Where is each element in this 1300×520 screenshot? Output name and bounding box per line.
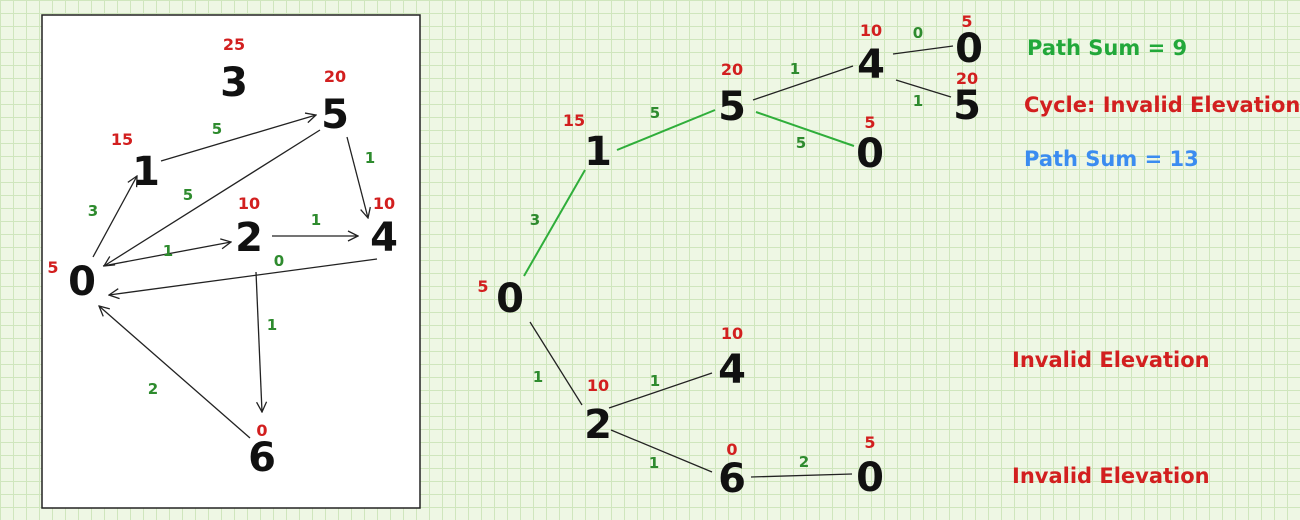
- graph-edge-weight-5-4: 1: [365, 149, 375, 167]
- graph-node-3: 3: [220, 60, 248, 106]
- graph-node-elevation-3: 25: [223, 35, 245, 54]
- tree-edge-t5-t0b: [755, 111, 855, 147]
- tree-edge-t4a-t0a: [892, 45, 954, 55]
- tree-node-elevation-t6: 0: [726, 440, 737, 459]
- graph-edge-5-4: [346, 136, 368, 218]
- graph-node-elevation-2: 10: [238, 194, 260, 213]
- graph-edge-weight-4-0: 0: [274, 252, 284, 270]
- graph-edge-weight-2-4: 1: [311, 211, 321, 229]
- tree-edge-t4a-t5b: [895, 79, 952, 98]
- tree-node-t4a: 4: [857, 42, 885, 88]
- path-sum-blue-note: Path Sum = 13: [1024, 147, 1199, 171]
- tree-edge-t1-t5: [616, 109, 716, 151]
- graph-edge-weight-2-6: 1: [267, 316, 277, 334]
- tree-node-elevation-t1: 15: [563, 111, 585, 130]
- tree-node-elevation-t0c: 5: [864, 433, 875, 452]
- cycle-invalid-note: Cycle: Invalid Elevation: [1024, 93, 1300, 117]
- graph-edge-weight-0-1: 3: [88, 202, 98, 220]
- tree-edge-weight-t5-t4a: 1: [790, 60, 800, 78]
- tree-node-t0: 0: [496, 276, 524, 322]
- graph-node-elevation-1: 15: [111, 130, 133, 149]
- graph-node-elevation-6: 0: [256, 421, 267, 440]
- tree-node-elevation-t4c: 10: [721, 324, 743, 343]
- path-sum-green-note: Path Sum = 9: [1027, 36, 1187, 60]
- tree-edge-t6-t0c: [750, 473, 853, 478]
- graph-edge-4-0: [109, 258, 378, 295]
- graph-edge-6-0: [99, 306, 251, 439]
- graph-edge-weight-0-2: 1: [163, 242, 173, 260]
- tree-edge-weight-t4a-t5b: 1: [913, 92, 923, 110]
- annotations: Path Sum = 9 Cycle: Invalid Elevation Pa…: [1012, 36, 1300, 488]
- invalid-elevation-note-top: Invalid Elevation: [1012, 348, 1210, 372]
- tree-edge-weight-t4a-t0a: 0: [913, 24, 923, 42]
- tree-edge-weight-t0-t1: 3: [530, 211, 540, 229]
- graph-edge-weight-5-0: 5: [183, 186, 193, 204]
- graph-node-elevation-0: 5: [47, 258, 58, 277]
- tree-node-elevation-t5b: 20: [956, 69, 978, 88]
- tree-edge-weight-t5-t0b: 5: [796, 134, 806, 152]
- graph-node-elevation-5: 20: [324, 67, 346, 86]
- tree-node-elevation-t0: 5: [477, 277, 488, 296]
- graph-node-elevation-4: 10: [373, 194, 395, 213]
- tree-edge-weight-t2-t6: 1: [649, 454, 659, 472]
- tree-edge-t5-t4a: [752, 65, 854, 101]
- tree-node-elevation-t0b: 5: [864, 113, 875, 132]
- graph-edge-5-0: [104, 129, 321, 266]
- tree-node-t6: 6: [718, 456, 746, 502]
- graph-node-6: 6: [248, 435, 276, 481]
- tree-edge-t0-t2: [529, 321, 583, 406]
- graph-edge-2-6: [255, 271, 262, 412]
- tree-node-t5b: 5: [953, 83, 981, 129]
- graph-edge-weight-6-0: 2: [148, 380, 158, 398]
- graph-node-4: 4: [370, 215, 398, 261]
- tree-edge-weight-t6-t0c: 2: [799, 453, 809, 471]
- graph-node-1: 1: [132, 149, 160, 195]
- tree-node-t0c: 0: [856, 455, 884, 501]
- tree-node-t0a: 0: [955, 26, 983, 72]
- tree-node-t5: 5: [718, 84, 746, 130]
- tree-edge-t2-t4c: [608, 372, 713, 409]
- tree-edge-weight-t0-t2: 1: [533, 368, 543, 386]
- tree-node-elevation-t2: 10: [587, 376, 609, 395]
- graph-edge-0-1: [92, 176, 137, 258]
- graph-node-2: 2: [235, 215, 263, 261]
- graph-edge-0-2: [102, 242, 231, 267]
- tree-node-t4c: 4: [718, 347, 746, 393]
- tree-node-elevation-t0a: 5: [961, 12, 972, 31]
- tree-edge-weight-t2-t4c: 1: [650, 372, 660, 390]
- tree-node-elevation-t5: 20: [721, 60, 743, 79]
- graph-node-5: 5: [321, 92, 349, 138]
- graph-edge-1-5: [160, 115, 316, 162]
- graph-edge-weight-1-5: 5: [212, 120, 222, 138]
- tree-node-t2: 2: [584, 402, 612, 448]
- tree-node-t1: 1: [584, 129, 612, 175]
- tree-node-elevation-t4a: 10: [860, 21, 882, 40]
- tree-edge-weight-t1-t5: 5: [650, 104, 660, 122]
- tree-edge-t0-t1: [523, 169, 586, 277]
- tree-edge-t2-t6: [610, 429, 713, 473]
- tree-node-t0b: 0: [856, 131, 884, 177]
- graph-node-0: 0: [68, 259, 96, 305]
- invalid-elevation-note-bottom: Invalid Elevation: [1012, 464, 1210, 488]
